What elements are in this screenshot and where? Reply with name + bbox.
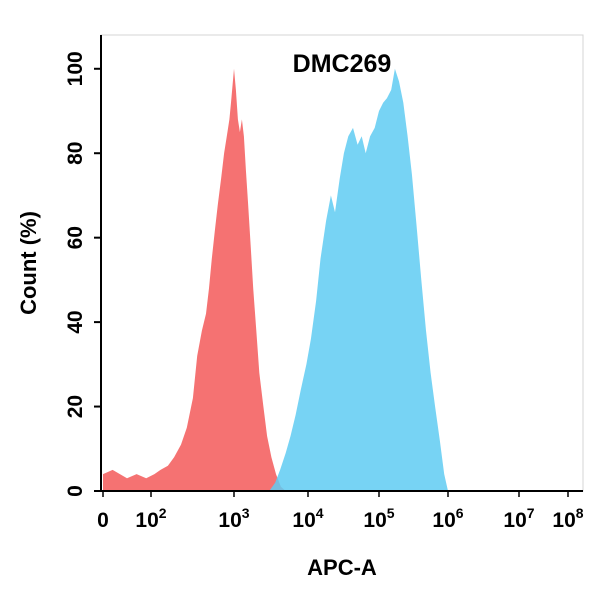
x-axis-label: APC-A <box>307 555 377 580</box>
x-tick-label: 108 <box>552 505 583 532</box>
x-tick-label: 0 <box>97 509 109 532</box>
y-tick-label: 20 <box>64 395 87 418</box>
y-tick-label: 40 <box>64 310 87 333</box>
x-tick-label: 102 <box>135 505 166 532</box>
y-tick-label: 80 <box>64 142 87 165</box>
y-axis-ticks: 0 20 40 60 80 100 <box>64 51 101 497</box>
y-tick-label: 60 <box>64 226 87 249</box>
chart-title: DMC269 <box>293 50 392 78</box>
x-axis-ticks: 0 102 103 104 105 106 107 108 <box>97 491 584 532</box>
histogram-area-series-1 <box>103 68 286 492</box>
histogram-area-series-2 <box>269 68 448 492</box>
x-tick-label: 105 <box>363 505 394 532</box>
y-tick-label: 100 <box>64 51 87 86</box>
x-tick-label: 104 <box>292 505 323 532</box>
x-tick-label: 106 <box>432 505 463 532</box>
y-tick-label: 0 <box>64 485 87 497</box>
x-tick-label: 107 <box>503 505 534 532</box>
series-areas <box>103 68 448 492</box>
x-tick-label: 103 <box>218 505 249 532</box>
y-axis-label: Count (%) <box>16 211 41 315</box>
